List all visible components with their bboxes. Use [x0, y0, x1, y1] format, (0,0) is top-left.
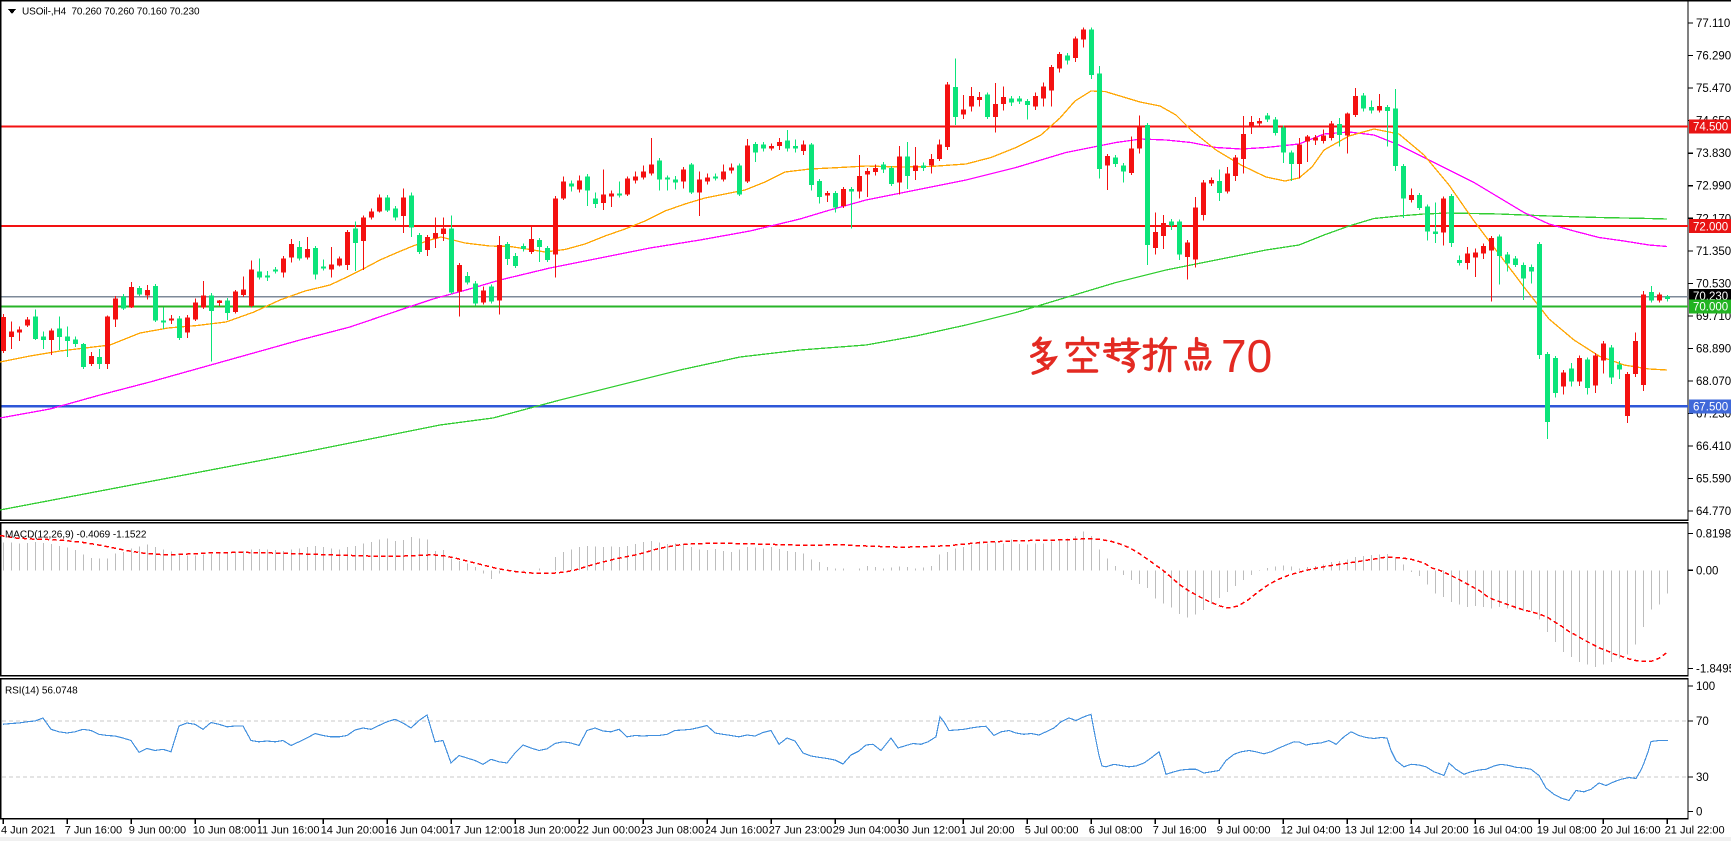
svg-text:16 Jun 04:00: 16 Jun 04:00 [385, 825, 449, 837]
svg-text:72.990: 72.990 [1696, 181, 1731, 193]
svg-text:5 Jul 00:00: 5 Jul 00:00 [1025, 825, 1079, 837]
svg-text:30 Jun 12:00: 30 Jun 12:00 [897, 825, 961, 837]
svg-text:69.710: 69.710 [1696, 311, 1731, 323]
svg-text:17 Jun 12:00: 17 Jun 12:00 [449, 825, 513, 837]
svg-text:18 Jun 20:00: 18 Jun 20:00 [513, 825, 577, 837]
svg-text:12 Jul 04:00: 12 Jul 04:00 [1281, 825, 1341, 837]
svg-text:24 Jun 16:00: 24 Jun 16:00 [705, 825, 769, 837]
svg-text:77.110: 77.110 [1696, 18, 1730, 30]
svg-text:21 Jul 22:00: 21 Jul 22:00 [1665, 825, 1725, 837]
svg-text:72.000: 72.000 [1693, 221, 1728, 233]
svg-text:70: 70 [1221, 330, 1272, 382]
svg-text:19 Jul 08:00: 19 Jul 08:00 [1537, 825, 1597, 837]
svg-text:7 Jul 16:00: 7 Jul 16:00 [1153, 825, 1207, 837]
svg-text:1 Jul 20:00: 1 Jul 20:00 [961, 825, 1015, 837]
svg-text:66.410: 66.410 [1696, 441, 1731, 453]
svg-text:22 Jun 00:00: 22 Jun 00:00 [577, 825, 641, 837]
svg-text:11 Jun 16:00: 11 Jun 16:00 [257, 825, 320, 837]
svg-text:29 Jun 04:00: 29 Jun 04:00 [833, 825, 897, 837]
svg-text:100: 100 [1696, 681, 1715, 693]
svg-text:71.350: 71.350 [1696, 246, 1731, 258]
svg-text:10 Jun 08:00: 10 Jun 08:00 [193, 825, 257, 837]
svg-text:27 Jun 23:00: 27 Jun 23:00 [769, 825, 833, 837]
svg-text:-1.8495: -1.8495 [1696, 664, 1731, 676]
svg-text:68.070: 68.070 [1696, 376, 1731, 388]
svg-text:70.530: 70.530 [1696, 278, 1731, 290]
svg-text:70: 70 [1696, 716, 1709, 728]
svg-text:9 Jun 00:00: 9 Jun 00:00 [129, 825, 187, 837]
svg-text:64.770: 64.770 [1696, 506, 1731, 518]
svg-text:0.8198: 0.8198 [1696, 529, 1731, 541]
svg-text:0.00: 0.00 [1696, 565, 1718, 577]
svg-text:20 Jul 16:00: 20 Jul 16:00 [1601, 825, 1661, 837]
svg-text:68.890: 68.890 [1696, 343, 1731, 355]
svg-text:30: 30 [1696, 772, 1709, 784]
svg-text:USOil-,H4 70.260 70.260 70.16: USOil-,H4 70.260 70.260 70.160 70.230 [22, 7, 200, 18]
svg-text:13 Jul 12:00: 13 Jul 12:00 [1345, 825, 1405, 837]
svg-text:9 Jul 00:00: 9 Jul 00:00 [1217, 825, 1271, 837]
svg-text:70.000: 70.000 [1693, 302, 1728, 314]
svg-text:73.830: 73.830 [1696, 148, 1731, 160]
svg-text:75.470: 75.470 [1696, 83, 1731, 95]
svg-text:14 Jun 20:00: 14 Jun 20:00 [321, 825, 385, 837]
svg-text:7 Jun 16:00: 7 Jun 16:00 [65, 825, 123, 837]
svg-text:23 Jun 08:00: 23 Jun 08:00 [641, 825, 705, 837]
svg-text:16 Jul 04:00: 16 Jul 04:00 [1473, 825, 1533, 837]
svg-text:67.500: 67.500 [1693, 402, 1728, 414]
svg-text:RSI(14) 56.0748: RSI(14) 56.0748 [5, 686, 78, 697]
svg-text:0: 0 [1696, 807, 1702, 819]
svg-text:76.290: 76.290 [1696, 51, 1731, 63]
svg-text:4 Jun 2021: 4 Jun 2021 [1, 825, 55, 837]
svg-text:65.590: 65.590 [1696, 474, 1731, 486]
svg-text:MACD(12,26,9) -0.4069 -1.1522: MACD(12,26,9) -0.4069 -1.1522 [5, 530, 147, 541]
svg-text:14 Jul 20:00: 14 Jul 20:00 [1409, 825, 1469, 837]
svg-text:74.500: 74.500 [1693, 122, 1728, 134]
svg-text:6 Jul 08:00: 6 Jul 08:00 [1089, 825, 1143, 837]
